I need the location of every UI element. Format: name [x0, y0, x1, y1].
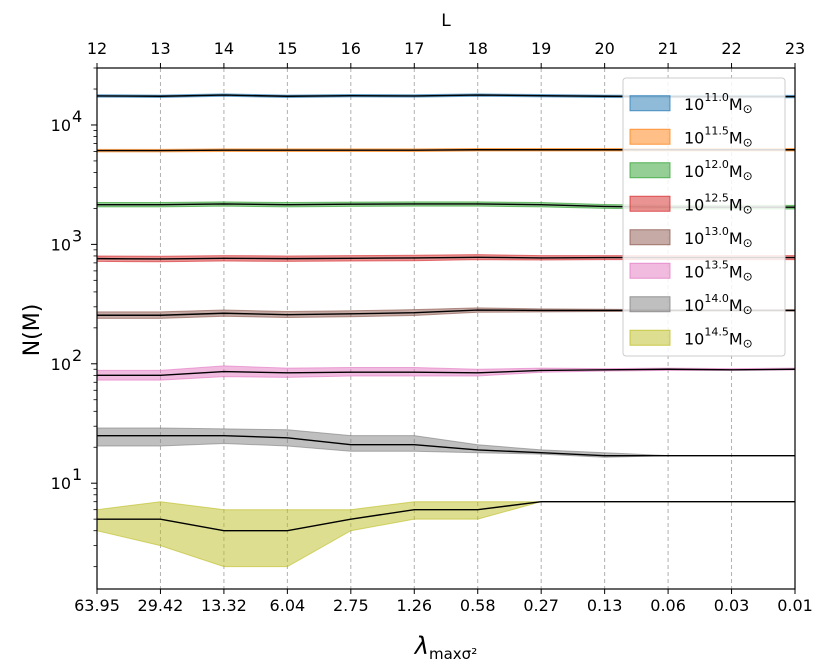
- legend-label-base: 10: [684, 95, 704, 114]
- legend-label: 1012.0M⊙: [684, 158, 753, 183]
- legend-label-exponent: 14.0: [704, 292, 729, 305]
- legend-label-base: 10: [684, 229, 704, 248]
- x-axis-label-sub: maxσ²: [429, 645, 477, 663]
- y-tick-label: 10: [51, 235, 71, 254]
- y-tick-label: 10: [51, 474, 71, 493]
- x-top-tick-label: 18: [468, 39, 488, 58]
- band-series-8: [96, 501, 795, 568]
- legend-label-base: 10: [684, 262, 704, 281]
- x-bottom-tick-label: 6.04: [270, 596, 306, 615]
- legend-swatch: [629, 229, 671, 246]
- x-bottom-tick-label: 0.27: [523, 596, 559, 615]
- legend-label-base: 10: [684, 162, 704, 181]
- legend-label-exponent: 12.5: [704, 191, 729, 204]
- legend-label: 1012.5M⊙: [684, 191, 753, 216]
- median-line-series-8: [97, 500, 795, 532]
- x-top-tick-label: 12: [87, 39, 107, 58]
- legend-label: 1011.5M⊙: [684, 124, 753, 149]
- legend-label-sun: ⊙: [743, 236, 753, 250]
- y-tick-exponent: 1: [72, 465, 82, 484]
- median-line-series-6: [97, 368, 796, 377]
- axis-ticks: 63.95 29.42 13.32 6.04 2.75 1.26 0.58 0.27 0.13 0…: [51, 39, 813, 615]
- legend: 1011.0M⊙1011.5M⊙1012.0M⊙1012.5M⊙1013.0M⊙…: [622, 77, 786, 357]
- legend-label-exponent: 11.0: [704, 91, 729, 104]
- x-top-tick-label: 19: [531, 39, 551, 58]
- x-bottom-tick-label: 2.75: [333, 596, 369, 615]
- legend-label-sun: ⊙: [743, 102, 753, 116]
- legend-label: 1014.5M⊙: [684, 325, 753, 350]
- plot-frame: [96, 67, 796, 590]
- y-tick-label: 10: [51, 355, 71, 374]
- y-axis-label: N(M): [20, 304, 45, 357]
- legend-label: 1014.0M⊙: [684, 292, 753, 317]
- x-bottom-tick-label: 0.58: [460, 596, 496, 615]
- legend-label: 1011.0M⊙: [684, 91, 753, 116]
- x-top-tick-label: 21: [658, 39, 678, 58]
- legend-label-unit: M: [729, 162, 743, 181]
- legend-label-sun: ⊙: [743, 202, 753, 216]
- legend-label-base: 10: [684, 128, 704, 147]
- legend-label-sun: ⊙: [743, 169, 753, 183]
- x-top-tick-label: 14: [214, 39, 234, 58]
- x-top-tick-label: 15: [277, 39, 297, 58]
- legend-label-unit: M: [729, 329, 743, 348]
- x-top-tick-label: 16: [341, 39, 361, 58]
- x-bottom-tick-label: 1.26: [396, 596, 432, 615]
- legend-label-unit: M: [729, 95, 743, 114]
- legend-label-unit: M: [729, 229, 743, 248]
- x-bottom-tick-label: 0.01: [777, 596, 813, 615]
- y-tick-exponent: 2: [72, 346, 82, 365]
- top-axis-label: L: [441, 11, 451, 31]
- x-top-tick-label: 13: [150, 39, 170, 58]
- x-top-tick-label: 17: [404, 39, 424, 58]
- legend-swatch: [629, 195, 671, 212]
- legend-label-sun: ⊙: [743, 135, 753, 149]
- x-top-tick-label: 20: [594, 39, 614, 58]
- legend-label-sun: ⊙: [743, 269, 753, 283]
- x-top-tick-label: 23: [785, 39, 805, 58]
- legend-label-exponent: 13.5: [704, 258, 729, 271]
- legend-swatch: [629, 296, 671, 313]
- legend-label-exponent: 13.0: [704, 225, 729, 238]
- legend-label-unit: M: [729, 128, 743, 147]
- legend-label-base: 10: [684, 296, 704, 315]
- legend-label-sun: ⊙: [743, 303, 753, 317]
- y-tick-label: 10: [51, 116, 71, 135]
- legend-box: [622, 77, 786, 357]
- x-bottom-tick-label: 0.06: [650, 596, 686, 615]
- legend-label: 1013.0M⊙: [684, 225, 753, 250]
- band-series-7: [96, 427, 795, 458]
- legend-label-exponent: 12.0: [704, 158, 729, 171]
- legend-label: 1013.5M⊙: [684, 258, 753, 283]
- legend-swatch: [629, 95, 671, 112]
- legend-label-base: 10: [684, 329, 704, 348]
- x-bottom-tick-label: 63.95: [74, 596, 120, 615]
- legend-swatch: [629, 329, 671, 346]
- x-bottom-tick-label: 29.42: [138, 596, 184, 615]
- legend-swatch: [629, 128, 671, 145]
- legend-label-unit: M: [729, 296, 743, 315]
- legend-label-unit: M: [729, 195, 743, 214]
- median-line-series-7: [97, 434, 795, 457]
- x-bottom-tick-label: 0.13: [587, 596, 623, 615]
- legend-label-base: 10: [684, 195, 704, 214]
- legend-label-sun: ⊙: [743, 336, 753, 350]
- legend-swatch: [629, 162, 671, 179]
- y-tick-exponent: 4: [72, 107, 82, 126]
- legend-label-unit: M: [729, 262, 743, 281]
- x-top-tick-label: 22: [721, 39, 741, 58]
- x-axis-label-main: λ: [413, 632, 429, 660]
- x-axis-label: λmaxσ²: [413, 632, 477, 663]
- legend-swatch: [629, 262, 671, 279]
- y-tick-exponent: 3: [72, 226, 82, 245]
- legend-label-exponent: 14.5: [704, 325, 729, 338]
- x-bottom-tick-label: 0.03: [714, 596, 750, 615]
- x-bottom-tick-label: 13.32: [201, 596, 247, 615]
- legend-label-exponent: 11.5: [704, 124, 729, 137]
